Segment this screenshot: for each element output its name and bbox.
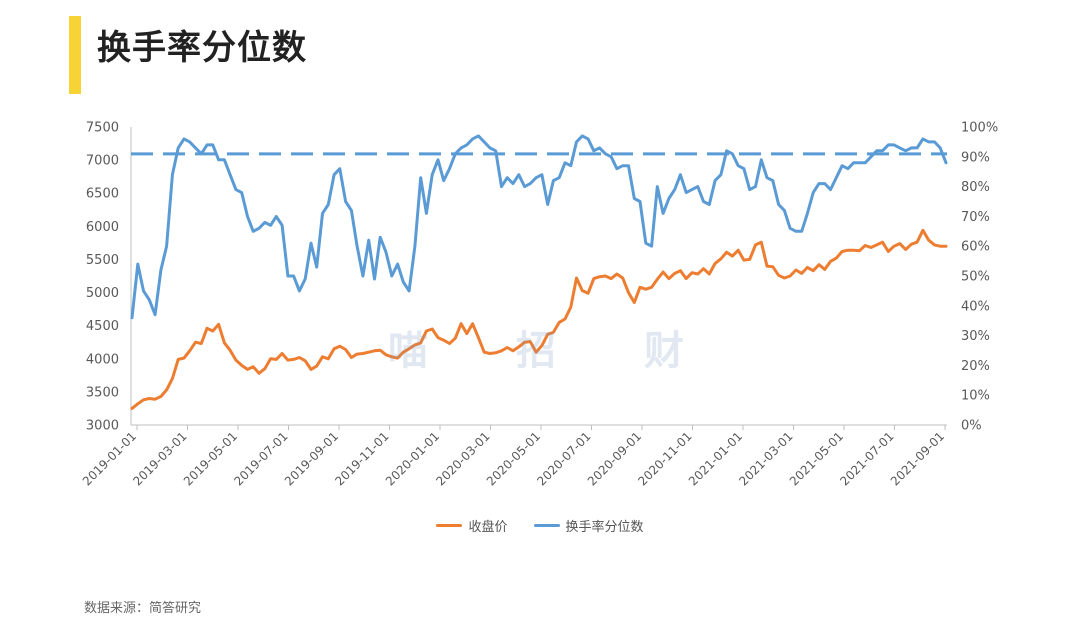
legend-item-close: 收盘价 [436,516,508,535]
y-right-tick-label: 50% [961,270,990,285]
y-right-tick-label: 90% [961,150,990,165]
y-right-tick-label: 60% [961,240,990,255]
y-left-tick-label: 5000 [86,286,119,301]
data-source-note: 数据来源：简答研究 [84,601,202,616]
y-left-tick-label: 7500 [86,121,119,136]
y-right-tick-label: 10% [961,389,990,404]
watermark-char-2: 招 [516,328,556,374]
chart-legend: 收盘价 换手率分位数 [0,516,1080,535]
legend-item-turnover: 换手率分位数 [533,516,644,535]
y-left-tick-label: 5500 [86,253,119,268]
series-line-turnover [130,134,948,320]
page-title: 换手率分位数 [97,28,307,68]
y-left-tick-label: 6000 [86,220,119,235]
y-right-tick-label: 70% [961,210,990,225]
watermark-char-3: 财 [644,328,684,374]
legend-label-close: 收盘价 [468,520,508,535]
watermark-char-1: 喵 [388,328,428,374]
y-left-tick-label: 4000 [86,352,119,367]
legend-label-turnover: 换手率分位数 [565,520,644,535]
y-right-tick-label: 100% [961,121,998,136]
legend-swatch-close [436,524,463,527]
y-right-tick-label: 30% [961,329,990,344]
y-left-tick-label: 3000 [86,419,119,434]
x-tick-label: 2021-09-01 [888,429,947,488]
y-left-tick-label: 7000 [86,154,119,169]
y-right-tick-label: 80% [961,180,990,195]
title-accent-bar [69,16,81,94]
y-right-tick-label: 0% [961,419,982,434]
series-line-close [130,228,948,410]
y-left-tick-label: 4500 [86,319,119,334]
y-right-tick-label: 20% [961,359,990,374]
y-right-tick-label: 40% [961,299,990,314]
y-left-tick-label: 6500 [86,187,119,202]
y-left-tick-label: 3500 [86,385,119,400]
legend-swatch-turnover [533,524,560,527]
